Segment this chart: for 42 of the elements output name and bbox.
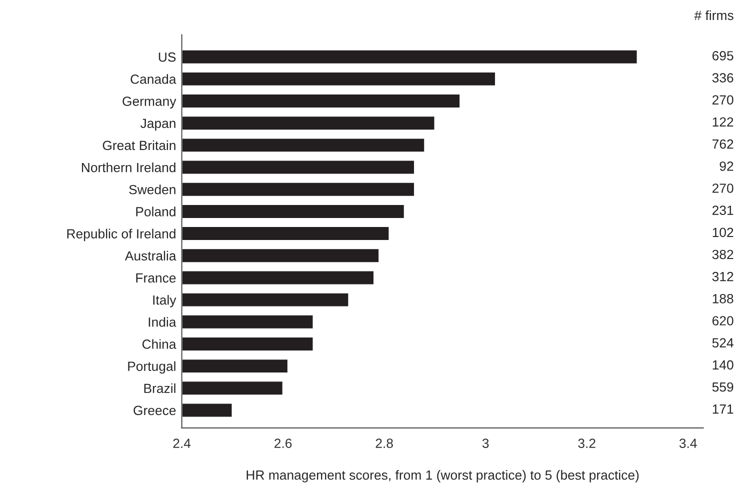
x-tick-label: 3.2 bbox=[578, 438, 596, 448]
y-tick-label: Great Britain bbox=[102, 140, 176, 150]
y-tick-label: India bbox=[148, 317, 176, 327]
x-tick-label: 2.8 bbox=[376, 438, 393, 448]
x-tick-label: 2.4 bbox=[173, 438, 191, 448]
text: 695 bbox=[712, 51, 734, 60]
y-tick-label: Sweden bbox=[129, 184, 176, 194]
x-tick-label: 2.6 bbox=[274, 438, 292, 448]
y-tick-label: China bbox=[142, 339, 176, 349]
y-tick-label: Republic of Ireland bbox=[67, 228, 176, 242]
text: 122 bbox=[712, 117, 734, 127]
y-tick-label: Poland bbox=[136, 206, 176, 216]
text: 188 bbox=[712, 294, 734, 304]
text: 559 bbox=[712, 382, 734, 392]
y-tick-label: Germany bbox=[122, 96, 176, 109]
x-axis-title: HR management scores, from 1 (worst practice) to 5 (best practice) bbox=[246, 470, 639, 482]
y-tick-label: US bbox=[158, 52, 176, 62]
text: # firms bbox=[694, 10, 734, 20]
y-tick-label: Greece bbox=[134, 406, 176, 416]
text: 762 bbox=[712, 139, 734, 149]
x-tick-label: 3.4 bbox=[679, 438, 697, 448]
text: 92 bbox=[720, 161, 734, 171]
y-tick-label: Japan bbox=[140, 118, 176, 131]
text: 231 bbox=[712, 206, 734, 215]
text: 171 bbox=[712, 404, 734, 414]
y-tick-label: Italy bbox=[153, 295, 176, 308]
text: 140 bbox=[712, 360, 734, 370]
text: 270 bbox=[712, 184, 734, 193]
text: 102 bbox=[712, 228, 734, 238]
y-tick-label: Northern Ireland bbox=[82, 162, 176, 172]
text: 270 bbox=[712, 95, 734, 105]
text: 620 bbox=[712, 316, 734, 326]
text: 382 bbox=[712, 250, 734, 260]
text: 312 bbox=[712, 272, 734, 282]
text: 336 bbox=[712, 73, 734, 82]
y-tick-label: France bbox=[136, 273, 176, 283]
y-tick-label: Australia bbox=[124, 250, 176, 261]
x-tick-label: 3 bbox=[482, 438, 489, 448]
text: 524 bbox=[712, 338, 734, 348]
y-tick-label: Portugal bbox=[128, 361, 176, 374]
y-tick-label: Canada bbox=[130, 74, 176, 84]
y-tick-label: Brazil bbox=[144, 383, 176, 394]
